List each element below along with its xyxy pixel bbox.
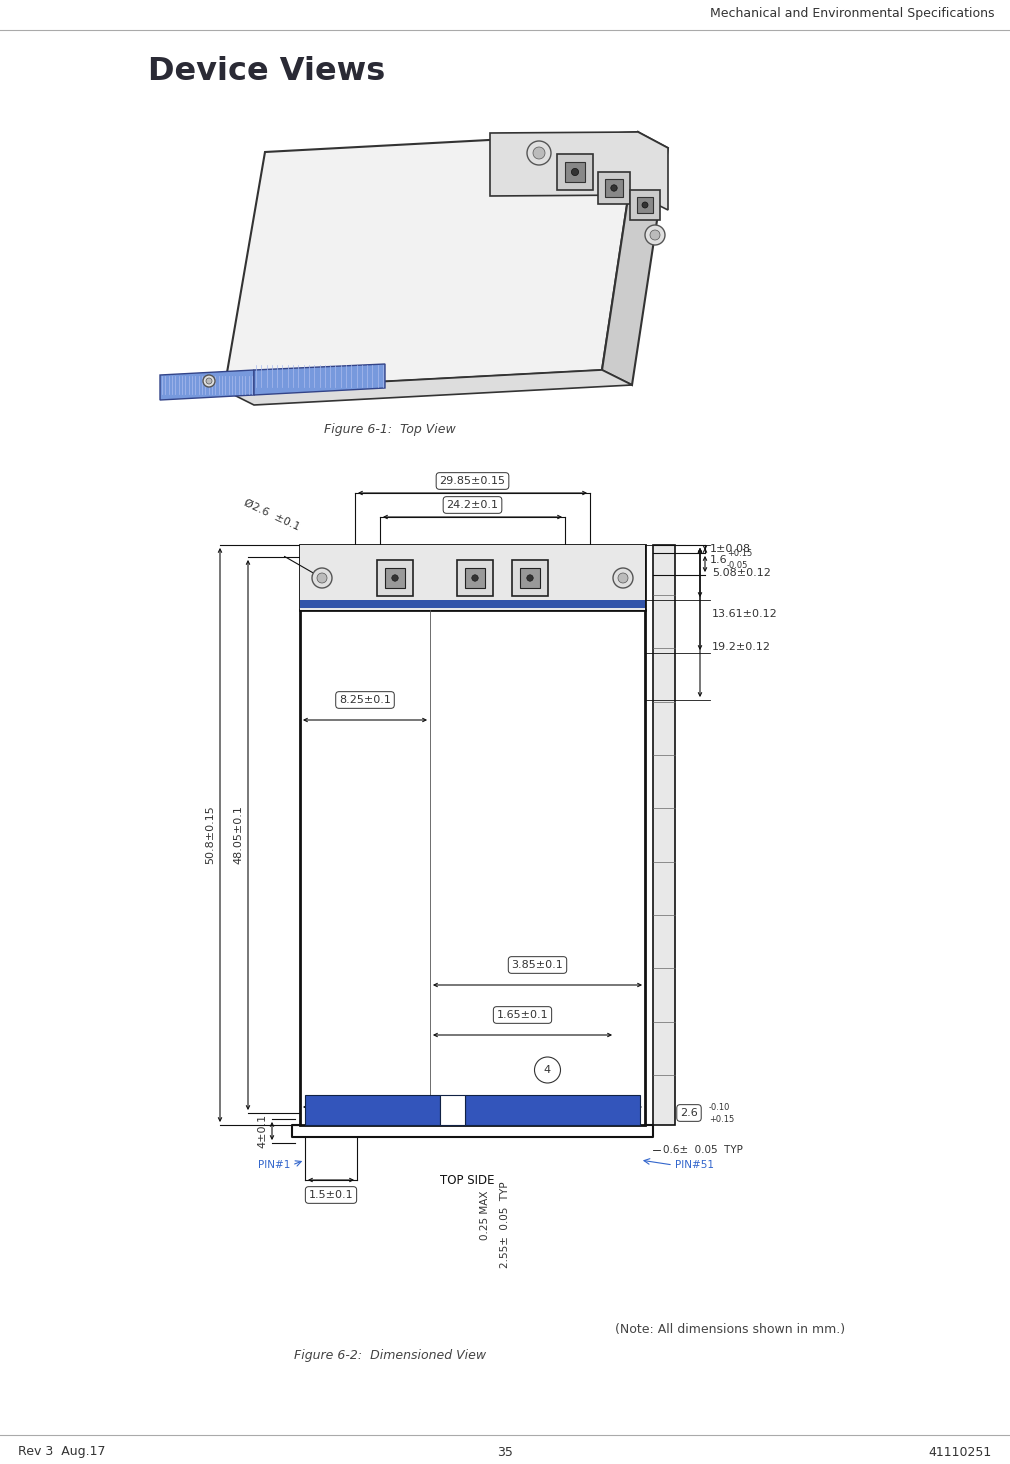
Text: +0.15: +0.15 <box>727 549 752 558</box>
Polygon shape <box>160 370 254 400</box>
Circle shape <box>317 572 327 583</box>
Bar <box>630 190 660 220</box>
Text: 48.05±0.1: 48.05±0.1 <box>233 805 243 864</box>
Circle shape <box>650 230 660 240</box>
Text: PIN#51: PIN#51 <box>675 1159 714 1170</box>
Text: 1±0.08: 1±0.08 <box>710 545 751 553</box>
Polygon shape <box>224 370 632 406</box>
FancyBboxPatch shape <box>457 561 493 596</box>
Text: 1.6: 1.6 <box>710 555 727 565</box>
Bar <box>653 545 675 1124</box>
Circle shape <box>312 568 332 589</box>
Text: 29.85±0.15: 29.85±0.15 <box>439 476 505 486</box>
Text: 5.08±0.12: 5.08±0.12 <box>712 568 771 577</box>
Text: 4±0.1: 4±0.1 <box>257 1114 267 1148</box>
Text: 1.65±0.1: 1.65±0.1 <box>497 1010 548 1020</box>
FancyBboxPatch shape <box>520 568 540 589</box>
Circle shape <box>645 225 665 244</box>
Bar <box>305 1095 440 1124</box>
Bar <box>300 545 645 610</box>
Circle shape <box>534 1057 561 1083</box>
Circle shape <box>618 572 628 583</box>
Polygon shape <box>254 365 385 395</box>
Text: +0.15: +0.15 <box>709 1114 734 1123</box>
Text: -0.10: -0.10 <box>709 1102 730 1111</box>
Circle shape <box>572 168 579 176</box>
Text: 2.6: 2.6 <box>680 1108 698 1118</box>
Text: 3.85±0.1: 3.85±0.1 <box>512 960 564 971</box>
FancyBboxPatch shape <box>512 561 548 596</box>
Text: Figure 6-2:  Dimensioned View: Figure 6-2: Dimensioned View <box>294 1348 486 1362</box>
Circle shape <box>613 568 633 589</box>
Circle shape <box>392 575 398 581</box>
Polygon shape <box>224 132 638 389</box>
Text: TOP SIDE: TOP SIDE <box>440 1174 495 1186</box>
Bar <box>566 163 585 182</box>
Text: -0.05: -0.05 <box>727 561 748 569</box>
Circle shape <box>527 141 551 165</box>
Text: 1.5±0.1: 1.5±0.1 <box>309 1190 354 1200</box>
Circle shape <box>206 378 212 384</box>
FancyBboxPatch shape <box>377 561 413 596</box>
Polygon shape <box>602 132 668 385</box>
Text: Rev 3  Aug.17: Rev 3 Aug.17 <box>18 1445 105 1458</box>
Circle shape <box>611 184 617 192</box>
Bar <box>557 154 593 190</box>
Text: 41110251: 41110251 <box>929 1445 992 1458</box>
Text: PIN#1: PIN#1 <box>258 1159 290 1170</box>
Text: Figure 6-1:  Top View: Figure 6-1: Top View <box>324 423 456 436</box>
Circle shape <box>527 575 533 581</box>
Circle shape <box>533 146 545 160</box>
Text: 50.8±0.15: 50.8±0.15 <box>205 805 215 864</box>
Text: 0.25 MAX: 0.25 MAX <box>480 1190 490 1240</box>
Text: Ø2.6  ±0.1: Ø2.6 ±0.1 <box>242 498 301 533</box>
Text: 0.6±  0.05  TYP: 0.6± 0.05 TYP <box>663 1145 743 1155</box>
Text: 8.25±0.1: 8.25±0.1 <box>339 695 391 706</box>
Bar <box>440 1095 465 1124</box>
Text: Device Views: Device Views <box>148 57 385 88</box>
Text: (Note: All dimensions shown in mm.): (Note: All dimensions shown in mm.) <box>615 1323 845 1337</box>
Text: 19.2±0.12: 19.2±0.12 <box>712 643 771 653</box>
Text: 35: 35 <box>497 1445 513 1458</box>
Bar <box>300 545 645 1124</box>
Polygon shape <box>490 132 668 209</box>
Circle shape <box>203 375 215 386</box>
Bar <box>605 179 623 196</box>
Text: 2.55±  0.05  TYP: 2.55± 0.05 TYP <box>500 1181 510 1268</box>
Bar <box>598 171 630 203</box>
Text: 5.6REF: 5.6REF <box>315 1102 351 1113</box>
Circle shape <box>642 202 648 208</box>
Bar <box>636 196 653 214</box>
FancyBboxPatch shape <box>385 568 405 589</box>
Text: 13.61±0.12: 13.61±0.12 <box>712 609 778 619</box>
FancyBboxPatch shape <box>465 568 485 589</box>
Circle shape <box>472 575 479 581</box>
Text: 24.2±0.1: 24.2±0.1 <box>446 501 499 509</box>
Text: 4: 4 <box>544 1064 551 1075</box>
Text: Mechanical and Environmental Specifications: Mechanical and Environmental Specificati… <box>710 7 995 20</box>
Text: 13.6REF: 13.6REF <box>445 1102 488 1113</box>
Bar <box>465 1095 640 1124</box>
Bar <box>300 600 645 608</box>
